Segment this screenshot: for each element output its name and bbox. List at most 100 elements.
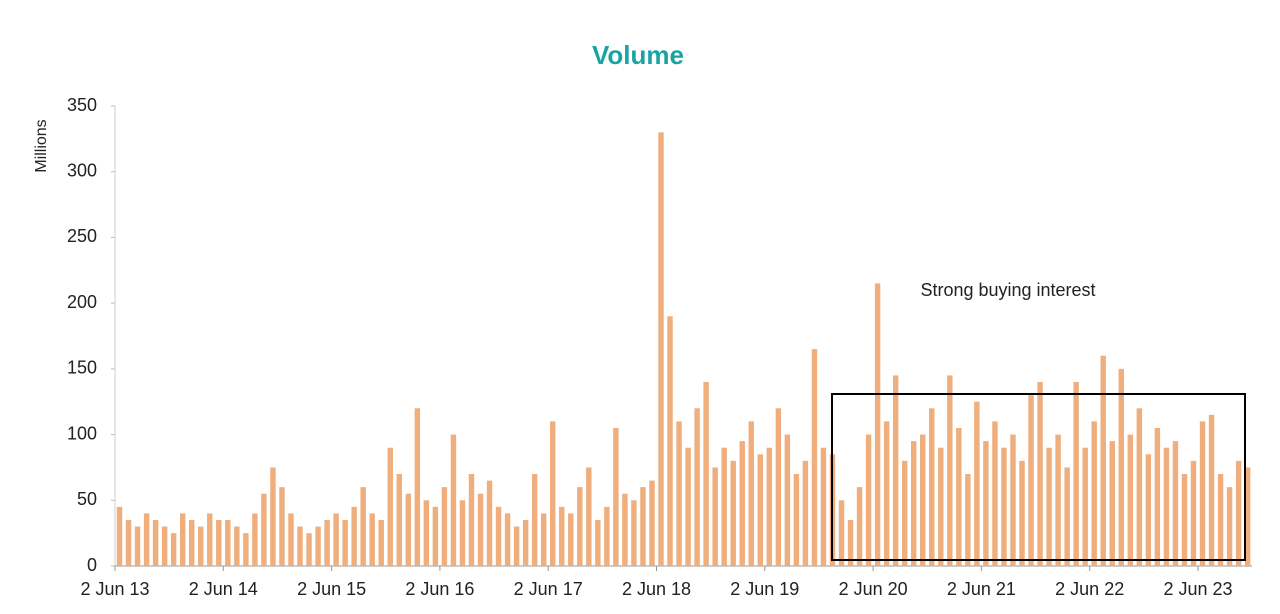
bar (387, 447, 393, 566)
bar (1010, 434, 1016, 566)
bar (261, 493, 267, 566)
y-tick-label: 350 (67, 95, 97, 115)
x-tick-label: 2 Jun 17 (514, 579, 583, 599)
bar (1235, 460, 1242, 566)
bar (170, 533, 177, 566)
bar (324, 520, 330, 566)
bar (1217, 474, 1224, 566)
bar (1172, 441, 1179, 566)
bar (189, 520, 195, 566)
x-tick-label: 2 Jun 20 (839, 579, 908, 599)
bar (920, 434, 926, 566)
bar (721, 447, 727, 566)
bar (901, 460, 908, 566)
x-tick-label: 2 Jun 13 (80, 579, 149, 599)
bar (540, 513, 547, 566)
bar (586, 467, 592, 566)
bar (577, 487, 583, 566)
bar (1001, 447, 1007, 566)
bar (522, 520, 529, 566)
bar (315, 526, 321, 566)
bar (477, 493, 484, 566)
bar (965, 474, 971, 566)
y-tick-label: 300 (67, 160, 97, 180)
annotation: Strong buying interest (920, 280, 1095, 300)
bar (333, 513, 339, 566)
bar (297, 526, 303, 566)
x-tick-label: 2 Jun 14 (189, 579, 258, 599)
bar (1109, 441, 1115, 566)
bar (793, 474, 800, 566)
y-tick-label: 0 (87, 555, 97, 575)
bar (1199, 421, 1206, 566)
bar (207, 513, 213, 566)
bar (306, 533, 312, 566)
bar (134, 526, 141, 566)
bar (947, 375, 953, 566)
bar (1181, 474, 1188, 566)
bar (1190, 460, 1197, 566)
bar (649, 480, 655, 566)
y-tick-label: 50 (77, 489, 97, 509)
bar (1091, 421, 1097, 566)
bar (568, 513, 574, 566)
bar (1100, 355, 1106, 566)
bar (216, 520, 222, 566)
bar (288, 513, 294, 566)
bar (1118, 368, 1124, 566)
bar (450, 434, 457, 566)
bar (414, 408, 421, 566)
bar (676, 421, 682, 566)
x-tick-label: 2 Jun 19 (730, 579, 799, 599)
bar (883, 421, 890, 566)
bar (243, 533, 249, 566)
bar (198, 526, 204, 566)
bar (369, 513, 375, 566)
bar (1208, 414, 1215, 566)
bar (595, 520, 601, 566)
bar (1145, 454, 1152, 566)
bar (1055, 434, 1061, 566)
bar (1073, 382, 1079, 566)
bar (739, 441, 745, 566)
bar (116, 506, 123, 566)
x-tick-label: 2 Jun 15 (297, 579, 366, 599)
bar (179, 513, 186, 566)
bar (270, 467, 276, 566)
bar (1082, 447, 1088, 566)
bar (1136, 408, 1143, 566)
bar (748, 421, 754, 566)
bar (784, 434, 791, 566)
bar (342, 520, 348, 566)
bar (874, 283, 881, 566)
bar (252, 513, 258, 566)
bar (1046, 447, 1052, 566)
bar (956, 428, 962, 566)
chart-title: Volume (592, 40, 684, 70)
bar (775, 408, 782, 566)
x-tick-label: 2 Jun 21 (947, 579, 1016, 599)
bar (757, 454, 763, 566)
bar (694, 408, 700, 566)
bar (766, 447, 773, 566)
bar (360, 487, 366, 566)
bar (983, 441, 989, 566)
bar (486, 480, 493, 566)
bar (667, 316, 673, 566)
bar (703, 382, 709, 566)
bar (1028, 395, 1034, 566)
bar (504, 513, 511, 566)
bar (604, 506, 610, 566)
bar (279, 487, 285, 566)
bar (847, 520, 854, 566)
bar (1244, 467, 1251, 566)
bar (613, 428, 619, 566)
y-tick-label: 150 (67, 358, 97, 378)
bar (892, 375, 899, 566)
bar (405, 493, 412, 566)
bar (622, 493, 628, 566)
bar (1037, 382, 1043, 566)
bar (234, 526, 240, 566)
bar (992, 421, 998, 566)
